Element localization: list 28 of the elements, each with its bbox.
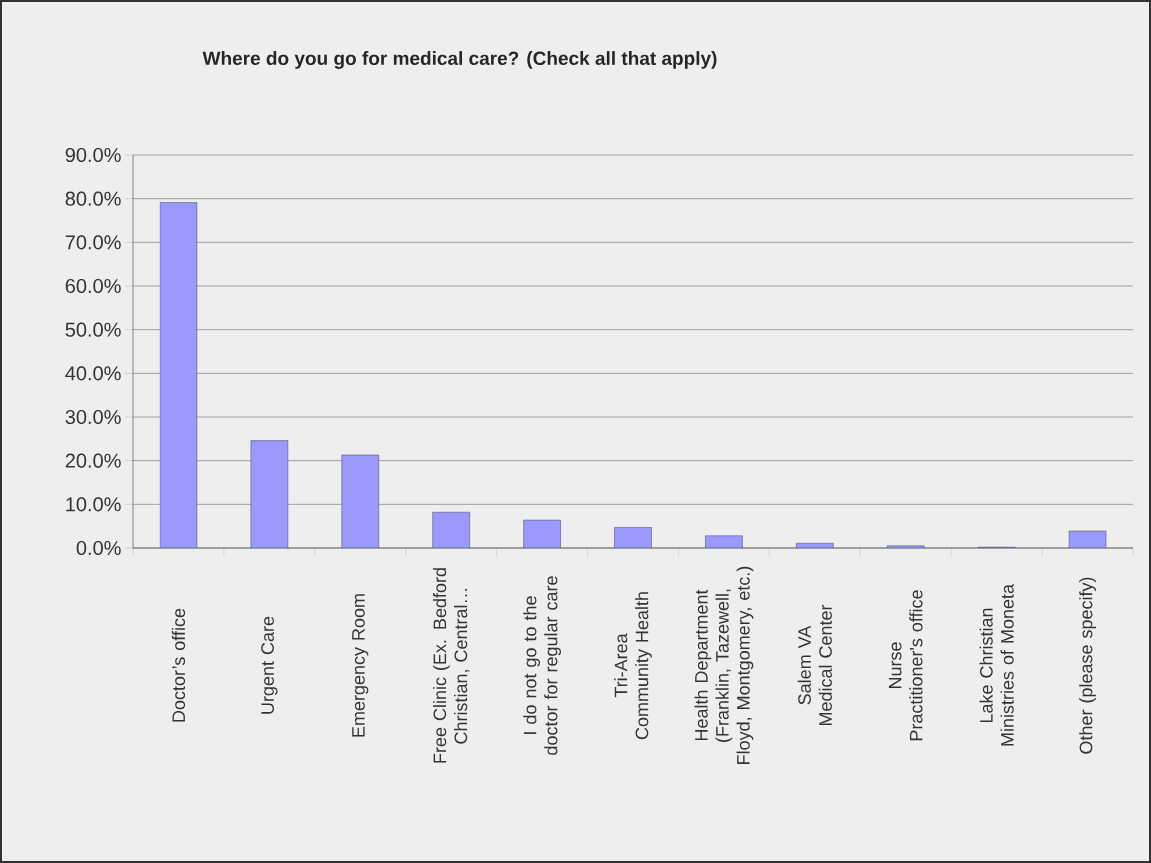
x-tick-label: Nurse Practitioner's office [888,590,923,741]
x-tick-label: Other (please specify) [1079,577,1096,754]
x-tick-label: Lake Christian Ministries of Moneta [979,584,1014,746]
x-tick-label: Emergency Room [352,594,369,737]
x-tick-label: I do not go to the doctor for regular care [523,576,561,755]
y-tick-label: 20.0% [65,453,121,468]
y-tick-label: 30.0% [65,409,121,425]
y-tick-label: 0.0% [76,540,121,556]
x-tick-label: Tri-Area Community Health [614,592,652,740]
y-tick-label: 70.0% [65,235,121,250]
y-tick-label: 80.0% [65,191,121,206]
y-tick-label: 10.0% [66,497,121,512]
x-tick-label: Salem VA Medical Center [797,604,832,726]
x-tick-label: Doctor’s office [171,608,186,722]
bar [341,454,379,548]
bar [432,511,470,548]
y-tick-label: 60.0% [65,278,121,294]
y-tick-label: 50.0% [65,322,121,337]
chart-title: Where do you go for medical care? (Check all that apply) [202,51,717,69]
x-tick-label: Health Department (Franklin, Tazewell, Floyd, Montgomery, etc.) [694,566,754,764]
bar [159,202,198,548]
bar [614,527,652,548]
bar [250,440,289,548]
y-tick-label: 90.0% [65,147,121,163]
x-tick-label: Urgent Care [261,616,278,714]
bar [523,519,561,548]
y-tick-label: 40.0% [65,366,121,381]
x-tick-label: Free Clinic (Ex. Bedford Christian, Central… [433,568,470,763]
